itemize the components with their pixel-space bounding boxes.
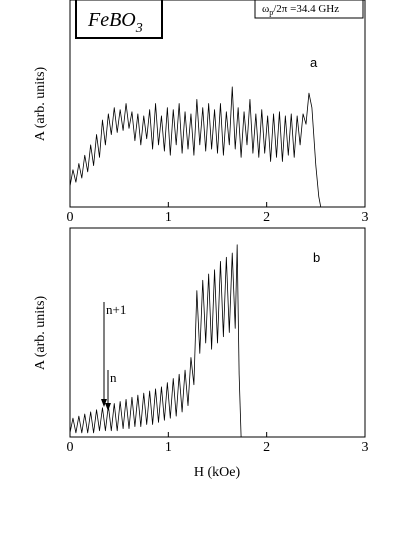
- plot-frame: [69, 227, 366, 438]
- frequency-label: ωp/2π =34.4 GHz: [262, 3, 339, 17]
- panel-label: a: [310, 55, 318, 70]
- material-box: [75, 0, 163, 39]
- material-text: FeBO: [87, 9, 136, 31]
- arrow-head: [101, 399, 107, 407]
- panel-label: b: [313, 250, 320, 265]
- x-tick-label: 2: [263, 440, 270, 455]
- annotation: n: [110, 370, 117, 385]
- material-subscript: 3: [135, 21, 143, 36]
- x-tick-label: 0: [67, 210, 74, 225]
- data-line: [69, 244, 242, 438]
- y-axis-label: A (arb. units): [33, 296, 48, 371]
- x-tick-label: 2: [263, 210, 270, 225]
- x-tick-label: 3: [362, 440, 369, 455]
- x-tick-label: 1: [165, 210, 172, 225]
- data-line: [69, 86, 322, 208]
- annotation: n+1: [106, 302, 126, 317]
- x-tick-label: 1: [165, 440, 172, 455]
- plot-frame: [69, 0, 366, 208]
- frequency-box: [254, 0, 364, 19]
- frequency-text: ω: [262, 3, 269, 15]
- x-axis-label: H (kOe): [194, 465, 241, 480]
- y-axis-label: A (arb. units): [33, 67, 48, 142]
- x-tick-label: 0: [67, 440, 74, 455]
- frequency-rest: /2π =34.4 GHz: [273, 3, 339, 15]
- material-label: FeBO3: [87, 9, 143, 36]
- frequency-subscript: p: [269, 8, 273, 17]
- x-tick-label: 3: [362, 210, 369, 225]
